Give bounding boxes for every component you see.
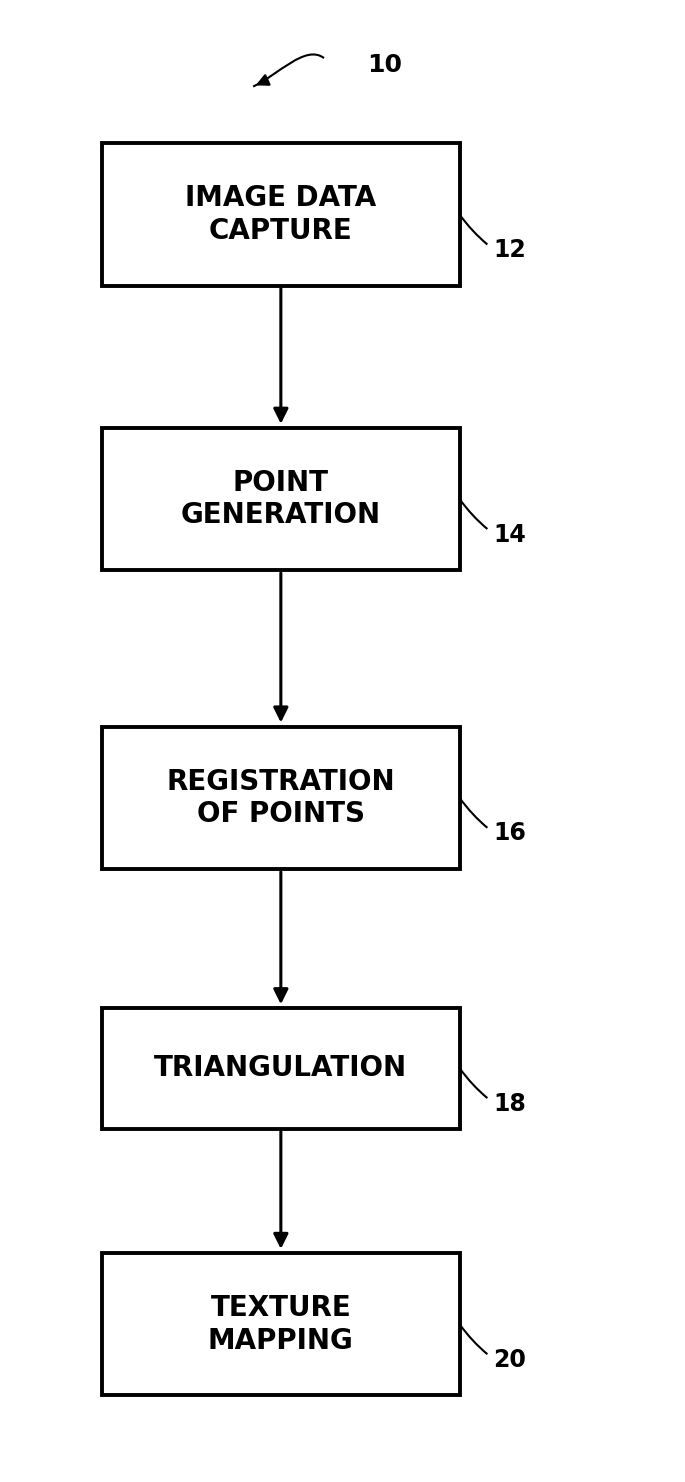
FancyBboxPatch shape xyxy=(102,1254,460,1396)
Text: REGISTRATION
OF POINTS: REGISTRATION OF POINTS xyxy=(166,768,395,828)
Text: 14: 14 xyxy=(493,523,526,547)
FancyBboxPatch shape xyxy=(102,1008,460,1129)
Text: 12: 12 xyxy=(493,239,526,262)
Text: IMAGE DATA
CAPTURE: IMAGE DATA CAPTURE xyxy=(185,184,377,245)
Text: 20: 20 xyxy=(493,1349,526,1372)
FancyBboxPatch shape xyxy=(102,726,460,868)
FancyBboxPatch shape xyxy=(102,144,460,286)
Text: 10: 10 xyxy=(367,53,402,77)
FancyBboxPatch shape xyxy=(102,428,460,571)
Text: POINT
GENERATION: POINT GENERATION xyxy=(181,468,381,529)
Text: TRIANGULATION: TRIANGULATION xyxy=(154,1054,408,1082)
Text: 16: 16 xyxy=(493,821,526,845)
Text: 18: 18 xyxy=(493,1092,526,1116)
Text: TEXTURE
MAPPING: TEXTURE MAPPING xyxy=(208,1294,353,1355)
